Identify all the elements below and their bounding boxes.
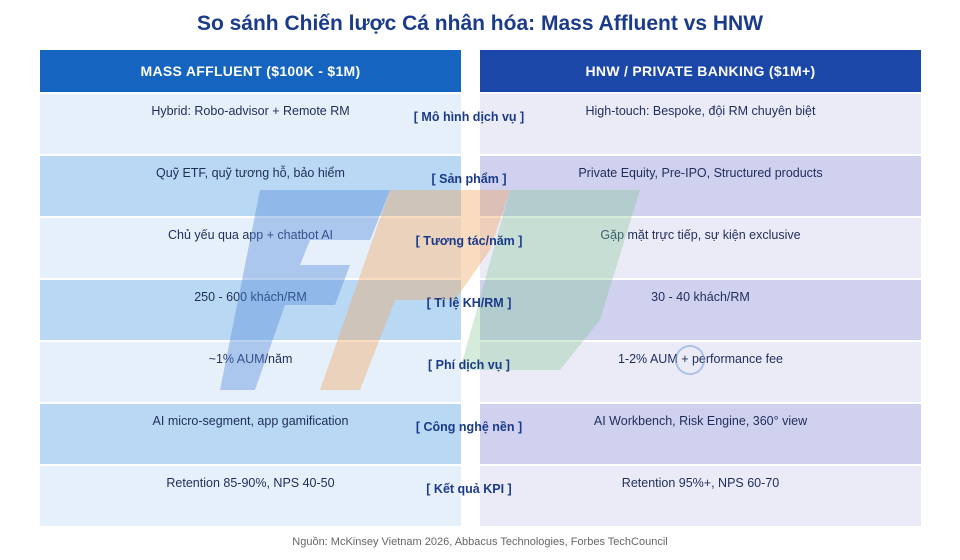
left-cell: ~1% AUM/năm [208,352,293,366]
row-label: [ Tỉ lệ KH/RM ] [426,296,512,310]
row-bg [40,466,461,526]
row-bg [40,94,461,154]
row-bg [480,94,921,154]
row-bg [40,280,461,340]
left-cell: Quỹ ETF, quỹ tương hỗ, bảo hiểm [156,166,345,180]
right-cell: AI Workbench, Risk Engine, 360° view [593,414,808,428]
row-label: [ Phí dịch vụ ] [428,358,510,372]
row-bg [40,156,461,216]
column-header: MASS AFFLUENT ($100K - $1M) [40,50,461,92]
title: So sánh Chiến lược Cá nhân hóa: Mass Aff… [196,12,764,35]
left-cell: AI micro-segment, app gamification [152,414,349,428]
row-label: [ Sản phẩm ] [431,172,507,186]
right-cell: 1-2% AUM + performance fee [617,352,783,366]
left-cell: Chủ yếu qua app + chatbot AI [167,228,334,242]
column-header: HNW / PRIVATE BANKING ($1M+) [480,50,921,92]
watermark [220,190,705,390]
row-label: [ Công nghệ nền ] [415,420,523,434]
row-label: [ Kết quả KPI ] [426,482,512,496]
row-bg [480,404,921,464]
right-cell: Gặp mặt trực tiếp, sự kiện exclusive [600,228,801,242]
source-note: Nguồn: McKinsey Vietnam 2026, Abbacus Te… [292,536,668,548]
row-bg [480,156,921,216]
row-bg [480,218,921,278]
row-bg [480,466,921,526]
row-bg [480,280,921,340]
row-bg [40,342,461,402]
row-label: [ Tương tác/năm ] [415,234,523,248]
row-bg [40,218,461,278]
left-cell: 250 - 600 khách/RM [194,290,307,304]
row-label: [ Mô hình dịch vụ ] [413,110,525,124]
right-cell: Retention 95%+, NPS 60-70 [621,476,780,490]
right-cell: High-touch: Bespoke, đội RM chuyên biệt [585,104,816,118]
row-bg [40,404,461,464]
left-cell: Hybrid: Robo-advisor + Remote RM [151,104,350,118]
left-cell: Retention 85-90%, NPS 40-50 [166,476,335,490]
right-cell: Private Equity, Pre-IPO, Structured prod… [578,166,823,180]
right-cell: 30 - 40 khách/RM [651,290,750,304]
